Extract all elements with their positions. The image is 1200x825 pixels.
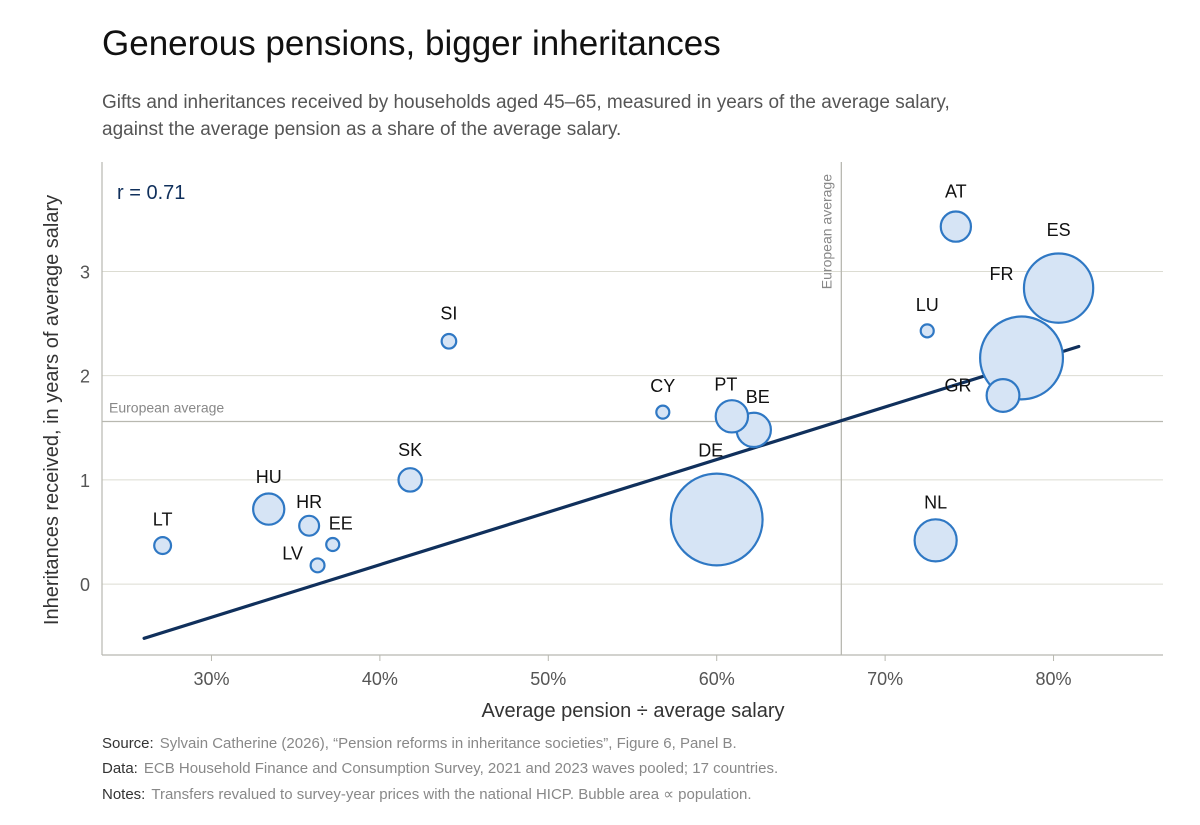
point-label-pt: PT [714,374,737,394]
data-key: Data: [102,760,138,777]
point-label-sk: SK [398,440,422,460]
x-tick-label: 80% [1036,669,1072,689]
point-label-gr: GR [945,375,972,395]
point-label-fr: FR [990,264,1014,284]
bubble-at [939,210,973,243]
bubble-lt [153,536,173,556]
y-tick-label: 3 [80,262,90,282]
fit-line [142,344,1081,640]
axes: 0 1 2 3 30% 40% 50% 60% 70% 80% [80,162,1163,689]
x-tick-label: 40% [362,669,398,689]
point-label-lv: LV [282,543,303,563]
bubble-cy [655,404,671,420]
point-label-de: DE [698,441,723,461]
point-label-si: SI [440,303,457,323]
bubble-es [1022,252,1095,324]
chart-subtitle: Gifts and inheritances received by house… [102,92,950,140]
x-tick-label: 60% [699,669,735,689]
reference-lines: European average European average [102,162,1163,655]
bubble-pt [714,399,750,434]
point-label-hr: HR [296,492,322,512]
notes-text: Transfers revalued to survey-year prices… [151,786,752,803]
point-label-cy: CY [650,376,675,396]
bubble-lu [919,323,935,339]
source-key: Source: [102,735,154,752]
footer-data: Data: ECB Household Finance and Consumpti… [102,760,778,777]
point-label-be: BE [746,387,770,407]
point-label-nl: NL [924,492,947,512]
footer-notes: Notes: Transfers revalued to survey-year … [102,785,752,803]
fit-line-group [142,344,1081,640]
bubble-hu [252,492,286,526]
point-label-ee: EE [329,514,353,534]
reference-label-y: European average [109,400,224,416]
y-tick-label: 0 [80,575,90,595]
bubble-sk [397,467,423,493]
correlation-label: r = 0.71 [117,182,185,204]
point-label-hu: HU [256,467,282,487]
source-text: Sylvain Catherine (2026), “Pension refor… [159,735,737,752]
reference-label-x: European average [818,174,834,289]
x-tick-label: 70% [867,669,903,689]
footer-source: Source: Sylvain Catherine (2026), “Pensio… [102,735,737,752]
chart-title: Generous pensions, bigger inheritances [102,24,721,63]
point-label-lu: LU [916,295,939,315]
bubble-si [440,332,458,350]
bubble-nl [913,518,958,563]
bubble-de [669,472,764,567]
bubble-gr [985,377,1021,413]
data-text: ECB Household Finance and Consumption Su… [143,760,779,777]
bubbles [153,210,1095,574]
bubble-lv [309,557,326,574]
bubble-hr [298,514,321,537]
x-axis-label: Average pension ÷ average salary [481,700,784,722]
grid-lines [102,270,1163,585]
bubble-ee [325,536,341,553]
x-tick-label: 30% [193,669,229,689]
point-label-es: ES [1047,220,1071,240]
y-tick-label: 1 [80,471,90,491]
point-label-lt: LT [153,510,173,530]
point-labels: LT HU HR EE LV SK SI CY PT BE DE AT ES LU FR GR NL [153,182,1071,564]
point-label-at: AT [945,182,967,202]
y-tick-label: 2 [80,367,90,387]
x-tick-label: 50% [530,669,566,689]
y-axis-label: Inheritances received, in years of avera… [41,195,63,625]
notes-key: Notes: [102,786,146,803]
